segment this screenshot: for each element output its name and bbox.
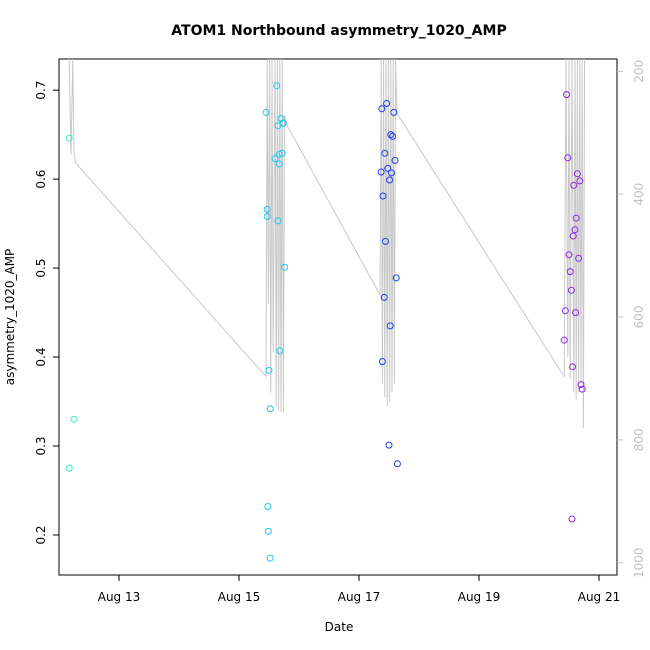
x-tick-label-0: Aug 13	[98, 590, 141, 604]
data-point-s3-16	[576, 177, 584, 185]
y2-tick-label-2: 600	[632, 306, 646, 329]
data-point-s2-10	[386, 176, 394, 184]
data-point-s1-0	[262, 108, 270, 116]
y-tick-label-1: 0.3	[34, 436, 48, 455]
y2-tick-label-3: 800	[632, 428, 646, 451]
y-tick-label-5: 0.7	[34, 81, 48, 100]
y-axis-label: asymmetry_1020_AMP	[3, 249, 17, 386]
plot-area	[65, 58, 586, 562]
data-point-s1-8	[271, 155, 279, 163]
data-point-s2-7	[383, 100, 391, 107]
data-point-s2-0	[377, 168, 385, 176]
data-point-s1-11	[274, 217, 282, 225]
data-point-s2-9	[385, 441, 393, 449]
y2-tick-label-0: 200	[632, 60, 646, 83]
data-point-s3-9	[569, 232, 577, 240]
x-axis: Aug 13 Aug 15 Aug 17 Aug 19 Aug 21	[98, 575, 621, 604]
x-tick-label-4: Aug 21	[578, 590, 621, 604]
data-point-s1-16	[278, 149, 286, 157]
data-point-s2-3	[379, 192, 387, 200]
y-axis: 0.2 0.3 0.4 0.5 0.6 0.7	[34, 81, 59, 545]
data-point-s1-12	[275, 150, 283, 158]
data-point-s1-2	[263, 213, 271, 220]
data-point-s1-1	[263, 205, 271, 213]
data-point-s2-15	[390, 108, 398, 116]
chart-title: ATOM1 Northbound asymmetry_1020_AMP	[171, 23, 506, 39]
data-point-s1-5	[265, 366, 273, 374]
data-point-s1-19	[281, 263, 289, 271]
x-tick-label-1: Aug 15	[218, 590, 261, 604]
data-point-s0-2	[70, 415, 78, 423]
data-point-s3-13	[572, 214, 580, 222]
data-point-s3-8	[569, 363, 577, 371]
data-point-s2-14	[389, 132, 397, 140]
data-point-s3-10	[570, 181, 578, 189]
data-point-s3-7	[568, 515, 576, 523]
data-point-s2-4	[380, 293, 388, 301]
x-tick-label-2: Aug 17	[338, 590, 381, 604]
data-point-s0-0	[65, 134, 73, 142]
data-point-s2-12	[387, 131, 395, 139]
data-point-s3-5	[566, 268, 574, 276]
data-point-s0-1	[65, 464, 73, 472]
data-point-s1-4	[264, 527, 272, 535]
data-point-s2-2	[378, 358, 386, 365]
data-point-s3-17	[577, 381, 585, 389]
data-point-s2-6	[381, 237, 389, 245]
data-point-s3-12	[572, 309, 580, 317]
x-tick-label-3: Aug 19	[458, 590, 501, 604]
data-point-s3-15	[575, 254, 583, 262]
y-tick-label-4: 0.6	[34, 170, 48, 189]
data-point-s1-7	[266, 554, 274, 562]
data-point-s3-4	[565, 251, 573, 259]
data-point-s2-16	[391, 156, 399, 164]
data-point-s3-0	[560, 336, 568, 344]
data-point-s1-18	[279, 119, 287, 127]
data-point-s3-2	[563, 91, 571, 99]
data-point-s2-11	[386, 322, 394, 330]
plot-frame	[58, 58, 618, 576]
data-point-s3-11	[571, 226, 579, 234]
data-point-s1-3	[264, 503, 272, 510]
y-tick-label-2: 0.4	[34, 347, 48, 366]
data-point-s2-13	[387, 169, 395, 177]
data-point-s3-18	[578, 385, 586, 393]
data-point-s2-18	[393, 460, 401, 468]
data-point-s2-17	[392, 274, 400, 282]
secondary-y-axis: 200 400 600 800 1000	[617, 60, 646, 578]
gray-line-series	[68, 58, 586, 429]
data-point-s1-9	[273, 82, 281, 90]
y-tick-label-3: 0.5	[34, 259, 48, 278]
y-tick-label-0: 0.2	[34, 525, 48, 544]
data-point-s2-5	[381, 149, 389, 157]
data-point-s1-13	[275, 160, 283, 168]
data-point-s3-1	[561, 307, 569, 315]
y2-tick-label-4: 1000	[632, 547, 646, 578]
y2-tick-label-1: 400	[632, 183, 646, 206]
data-point-s2-8	[384, 164, 392, 172]
data-point-s3-3	[564, 154, 572, 162]
data-point-s2-1	[378, 105, 386, 113]
data-point-s1-6	[266, 405, 274, 413]
x-axis-label: Date	[325, 620, 354, 634]
data-point-s3-6	[567, 286, 575, 294]
data-point-s1-14	[276, 347, 284, 355]
data-point-s3-14	[573, 170, 581, 178]
